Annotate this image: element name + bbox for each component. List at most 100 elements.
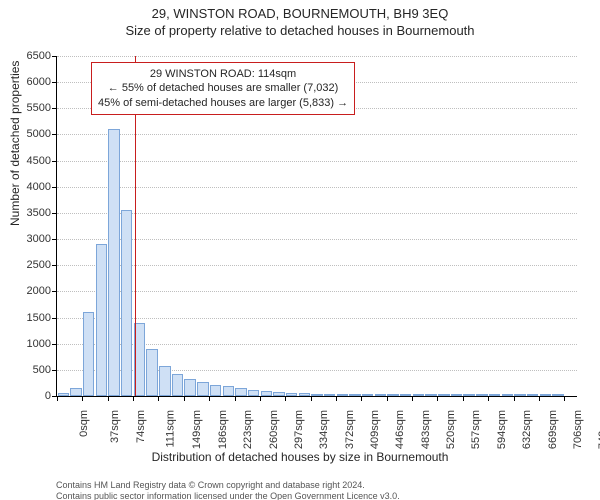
x-tick-label: 632sqm bbox=[521, 410, 533, 449]
y-tick-label: 1500 bbox=[27, 312, 57, 324]
x-tick-label: 594sqm bbox=[496, 410, 508, 449]
y-tick-label: 4500 bbox=[27, 155, 57, 167]
bar bbox=[324, 394, 335, 396]
x-tick-label: 297sqm bbox=[293, 410, 305, 449]
x-tick bbox=[57, 396, 58, 401]
y-tick-label: 3000 bbox=[27, 233, 57, 245]
callout-line1: 29 WINSTON ROAD: 114sqm bbox=[98, 67, 348, 81]
bar bbox=[438, 394, 449, 396]
y-tick-label: 500 bbox=[33, 364, 57, 376]
y-tick-label: 5500 bbox=[27, 102, 57, 114]
chart-subtitle: Size of property relative to detached ho… bbox=[0, 23, 600, 38]
bar bbox=[362, 394, 373, 396]
x-tick bbox=[108, 396, 109, 401]
bar bbox=[121, 210, 132, 396]
bar bbox=[146, 349, 157, 396]
bar bbox=[70, 388, 81, 396]
x-tick-label: 409sqm bbox=[369, 410, 381, 449]
bar bbox=[210, 385, 221, 397]
bar bbox=[172, 374, 183, 396]
bar bbox=[489, 394, 500, 396]
y-tick-label: 1000 bbox=[27, 338, 57, 350]
x-tick-label: 372sqm bbox=[344, 410, 356, 449]
bar bbox=[286, 393, 297, 396]
bar bbox=[387, 394, 398, 396]
bar bbox=[413, 394, 424, 396]
x-tick-label: 483sqm bbox=[420, 410, 432, 449]
x-tick-label: 520sqm bbox=[445, 410, 457, 449]
bar bbox=[261, 391, 272, 396]
y-axis-label: Number of detached properties bbox=[8, 61, 22, 226]
x-tick bbox=[564, 396, 565, 401]
bar bbox=[476, 394, 487, 396]
y-tick-label: 4000 bbox=[27, 181, 57, 193]
x-tick-label: 186sqm bbox=[217, 410, 229, 449]
x-tick bbox=[539, 396, 540, 401]
bar bbox=[184, 379, 195, 396]
x-tick-label: 334sqm bbox=[318, 410, 330, 449]
x-tick-label: 149sqm bbox=[192, 410, 204, 449]
bar bbox=[337, 394, 348, 396]
bar bbox=[451, 394, 462, 396]
bar bbox=[400, 394, 411, 396]
x-tick bbox=[412, 396, 413, 401]
x-tick-label: 37sqm bbox=[109, 410, 121, 443]
x-tick-label: 557sqm bbox=[471, 410, 483, 449]
chart-container: 29, WINSTON ROAD, BOURNEMOUTH, BH9 3EQ S… bbox=[0, 6, 600, 500]
x-tick bbox=[260, 396, 261, 401]
bar bbox=[349, 394, 360, 396]
bar bbox=[425, 394, 436, 396]
bar bbox=[108, 129, 119, 396]
x-tick bbox=[209, 396, 210, 401]
x-tick-label: 669sqm bbox=[547, 410, 559, 449]
bar bbox=[527, 394, 538, 396]
callout-line2: ← 55% of detached houses are smaller (7,… bbox=[98, 81, 348, 95]
footnote: Contains HM Land Registry data © Crown c… bbox=[56, 480, 400, 500]
bar bbox=[502, 394, 513, 396]
bar bbox=[299, 393, 310, 396]
bar bbox=[83, 312, 94, 396]
bar bbox=[159, 366, 170, 396]
bar bbox=[552, 394, 563, 396]
x-tick-label: 111sqm bbox=[165, 410, 177, 448]
bar bbox=[273, 392, 284, 396]
x-tick bbox=[437, 396, 438, 401]
bar bbox=[58, 393, 69, 396]
y-tick-label: 2500 bbox=[27, 259, 57, 271]
chart-title: 29, WINSTON ROAD, BOURNEMOUTH, BH9 3EQ bbox=[0, 6, 600, 21]
x-tick bbox=[235, 396, 236, 401]
y-tick-label: 6000 bbox=[27, 76, 57, 88]
bar bbox=[223, 386, 234, 396]
x-tick bbox=[361, 396, 362, 401]
y-tick-label: 2000 bbox=[27, 285, 57, 297]
x-tick bbox=[387, 396, 388, 401]
bar bbox=[96, 244, 107, 396]
x-tick bbox=[514, 396, 515, 401]
x-tick bbox=[82, 396, 83, 401]
footnote-line2: Contains public sector information licen… bbox=[56, 491, 400, 500]
y-tick-label: 5000 bbox=[27, 128, 57, 140]
x-tick-label: 74sqm bbox=[135, 410, 147, 443]
y-tick-label: 6500 bbox=[27, 50, 57, 62]
y-tick-label: 3500 bbox=[27, 207, 57, 219]
bar bbox=[235, 388, 246, 396]
x-tick-label: 706sqm bbox=[572, 410, 584, 449]
callout-line3: 45% of semi-detached houses are larger (… bbox=[98, 96, 348, 110]
x-tick-label: 260sqm bbox=[268, 410, 280, 449]
bar bbox=[197, 382, 208, 396]
bar bbox=[311, 394, 322, 396]
bar bbox=[375, 394, 386, 396]
x-tick bbox=[285, 396, 286, 401]
x-axis-label: Distribution of detached houses by size … bbox=[0, 450, 600, 464]
x-tick bbox=[463, 396, 464, 401]
x-tick bbox=[133, 396, 134, 401]
x-tick bbox=[158, 396, 159, 401]
x-tick bbox=[488, 396, 489, 401]
x-tick bbox=[184, 396, 185, 401]
footnote-line1: Contains HM Land Registry data © Crown c… bbox=[56, 480, 400, 491]
bar bbox=[540, 394, 551, 396]
plot-area: 0500100015002000250030003500400045005000… bbox=[56, 56, 577, 397]
bar bbox=[514, 394, 525, 396]
x-tick-label: 446sqm bbox=[395, 410, 407, 449]
x-tick-label: 223sqm bbox=[242, 410, 254, 449]
